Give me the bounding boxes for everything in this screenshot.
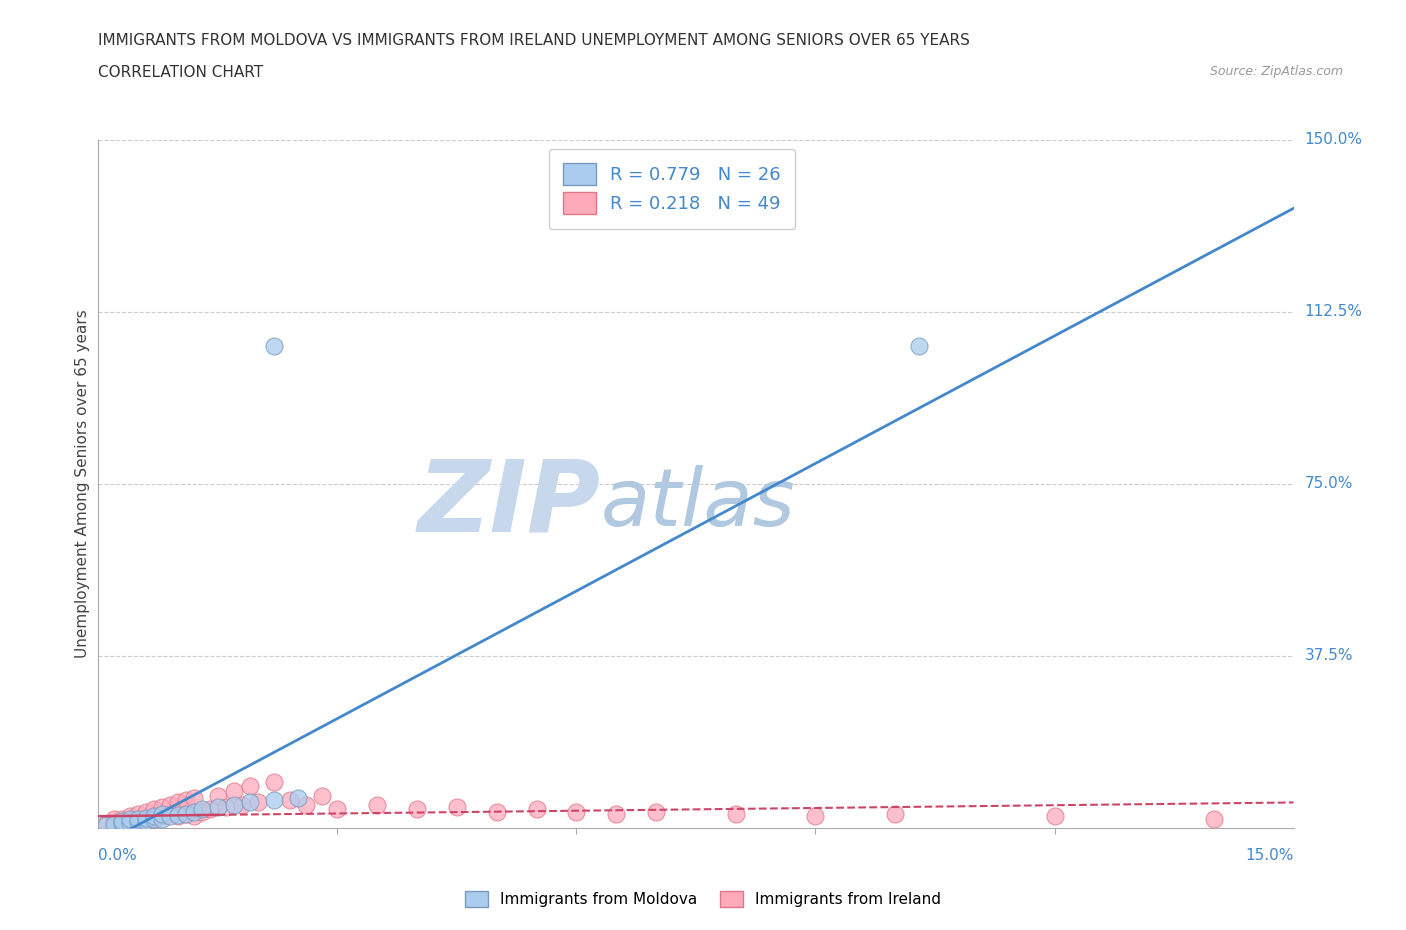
Point [135,814,157,829]
Point [120,814,142,829]
Y-axis label: Unemployment Among Seniors over 65 years: Unemployment Among Seniors over 65 years [75,309,90,658]
Point [150,809,173,824]
Point [111,816,134,830]
Point [159,806,181,821]
Point [159,797,181,812]
Point [1043,809,1066,824]
Point [143,802,166,817]
Point [111,816,134,830]
Point [406,802,429,817]
Point [198,802,221,817]
Point [143,809,166,824]
Point [103,817,125,831]
Point [111,814,134,829]
Text: CORRELATION CHART: CORRELATION CHART [98,65,263,80]
Legend: Immigrants from Moldova, Immigrants from Ireland: Immigrants from Moldova, Immigrants from… [458,884,948,913]
Point [120,816,142,830]
Point [239,795,262,810]
Point [111,811,134,826]
Point [222,797,245,812]
Point [167,807,190,822]
Text: 0.0%: 0.0% [98,848,138,863]
Point [120,812,142,827]
Point [263,775,285,790]
Point [127,815,149,830]
Text: 15.0%: 15.0% [1246,848,1294,863]
Point [135,804,157,819]
Point [150,800,173,815]
Point [908,339,931,353]
Point [191,804,214,819]
Text: 150.0%: 150.0% [1305,132,1362,147]
Point [485,804,508,819]
Point [135,810,157,825]
Point [150,806,173,821]
Point [263,339,285,353]
Point [103,815,125,830]
Point [446,800,468,815]
Point [183,804,205,819]
Point [167,795,190,810]
Point [159,809,181,824]
Point [207,800,229,815]
Point [143,812,166,827]
Point [103,812,125,827]
Point [1202,811,1225,826]
Point [127,806,149,821]
Point [645,804,668,819]
Point [311,788,333,803]
Point [207,788,229,803]
Text: atlas: atlas [600,465,796,543]
Point [96,818,118,833]
Point [120,809,142,824]
Point [605,806,627,821]
Point [174,792,197,807]
Point [724,806,747,821]
Point [294,797,316,812]
Point [366,797,388,812]
Point [239,779,262,794]
Point [191,802,214,817]
Point [127,811,149,826]
Point [231,797,253,812]
Point [804,809,827,824]
Text: 112.5%: 112.5% [1305,304,1362,319]
Point [174,806,197,821]
Point [246,795,269,810]
Point [150,811,173,826]
Point [183,790,205,805]
Text: 37.5%: 37.5% [1305,648,1353,663]
Point [222,784,245,799]
Point [174,806,197,821]
Point [565,804,588,819]
Point [127,815,149,830]
Point [526,802,548,817]
Point [263,792,285,807]
Point [135,812,157,827]
Point [326,802,349,817]
Point [167,809,190,824]
Point [183,809,205,824]
Text: 75.0%: 75.0% [1305,476,1353,491]
Point [96,817,118,831]
Point [143,811,166,826]
Point [278,792,301,807]
Text: ZIP: ZIP [418,456,600,552]
Point [287,790,309,805]
Text: Source: ZipAtlas.com: Source: ZipAtlas.com [1209,65,1343,78]
Text: IMMIGRANTS FROM MOLDOVA VS IMMIGRANTS FROM IRELAND UNEMPLOYMENT AMONG SENIORS OV: IMMIGRANTS FROM MOLDOVA VS IMMIGRANTS FR… [98,33,970,47]
Legend: R = 0.779   N = 26, R = 0.218   N = 49: R = 0.779 N = 26, R = 0.218 N = 49 [548,149,796,229]
Point [884,806,907,821]
Point [215,800,238,815]
